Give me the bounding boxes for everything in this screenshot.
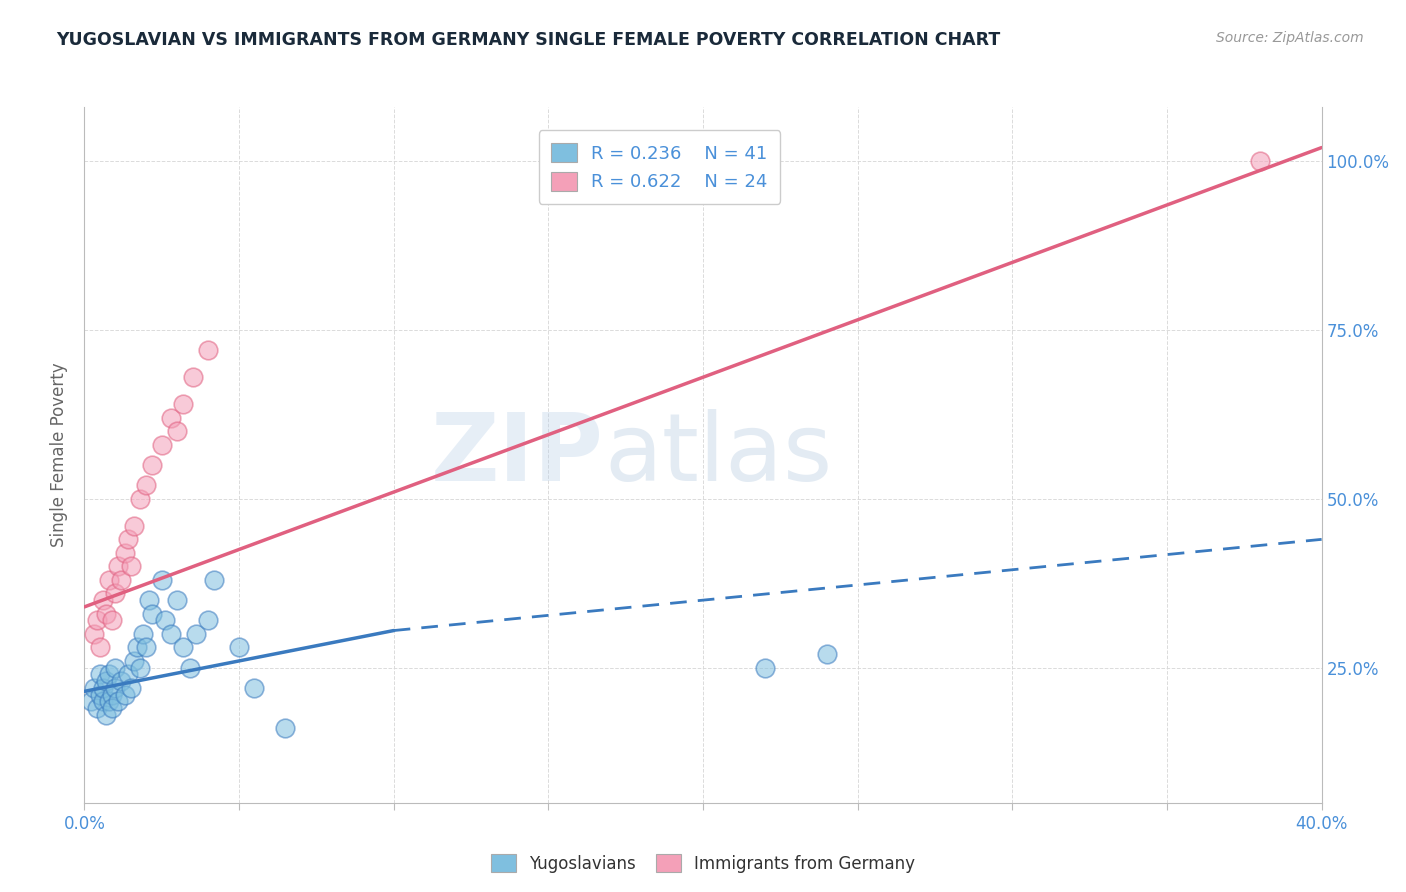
Point: [98, 667, 121, 681]
Point: [132, 627, 155, 641]
Point: [101, 701, 124, 715]
Point: [83, 681, 105, 695]
Point: [120, 681, 142, 695]
Point: [94, 708, 117, 723]
Point: [101, 688, 124, 702]
Point: [79, 694, 101, 708]
Point: [83, 627, 105, 641]
Point: [141, 458, 163, 472]
Point: [202, 573, 225, 587]
Point: [104, 661, 127, 675]
Point: [135, 478, 157, 492]
Point: [107, 559, 129, 574]
Text: atlas: atlas: [605, 409, 832, 501]
Point: [153, 614, 176, 628]
Point: [129, 491, 152, 506]
Point: [166, 424, 188, 438]
Point: [89, 688, 111, 702]
Point: [184, 627, 207, 641]
Point: [110, 674, 132, 689]
Text: Source: ZipAtlas.com: Source: ZipAtlas.com: [1216, 31, 1364, 45]
Point: [89, 667, 111, 681]
Point: [815, 647, 838, 661]
Point: [141, 607, 163, 621]
Point: [91, 593, 114, 607]
Point: [107, 694, 129, 708]
Point: [138, 593, 160, 607]
Point: [172, 397, 194, 411]
Point: [150, 573, 173, 587]
Point: [172, 640, 194, 655]
Point: [160, 627, 183, 641]
Point: [104, 681, 127, 695]
Point: [86, 614, 108, 628]
Point: [91, 694, 114, 708]
Point: [160, 410, 183, 425]
Point: [197, 343, 219, 358]
Point: [166, 593, 188, 607]
Text: ZIP: ZIP: [432, 409, 605, 501]
Point: [94, 674, 117, 689]
Point: [179, 661, 201, 675]
Point: [89, 640, 111, 655]
Point: [181, 370, 204, 384]
Point: [1249, 154, 1271, 169]
Point: [120, 559, 142, 574]
Point: [197, 614, 219, 628]
Point: [754, 661, 776, 675]
Point: [274, 722, 297, 736]
Point: [86, 701, 108, 715]
Legend: R = 0.236    N = 41, R = 0.622    N = 24: R = 0.236 N = 41, R = 0.622 N = 24: [538, 130, 780, 204]
Point: [101, 614, 124, 628]
Point: [150, 438, 173, 452]
Point: [110, 573, 132, 587]
Point: [129, 661, 152, 675]
Point: [125, 640, 148, 655]
Point: [114, 546, 136, 560]
Point: [91, 681, 114, 695]
Point: [98, 694, 121, 708]
Point: [122, 519, 145, 533]
Text: YUGOSLAVIAN VS IMMIGRANTS FROM GERMANY SINGLE FEMALE POVERTY CORRELATION CHART: YUGOSLAVIAN VS IMMIGRANTS FROM GERMANY S…: [56, 31, 1001, 49]
Point: [122, 654, 145, 668]
Legend: Yugoslavians, Immigrants from Germany: Yugoslavians, Immigrants from Germany: [484, 847, 922, 880]
Point: [228, 640, 250, 655]
Point: [135, 640, 157, 655]
Point: [104, 586, 127, 600]
Y-axis label: Single Female Poverty: Single Female Poverty: [51, 363, 69, 547]
Point: [114, 688, 136, 702]
Point: [94, 607, 117, 621]
Point: [117, 667, 139, 681]
Point: [243, 681, 266, 695]
Point: [98, 573, 121, 587]
Point: [117, 533, 139, 547]
